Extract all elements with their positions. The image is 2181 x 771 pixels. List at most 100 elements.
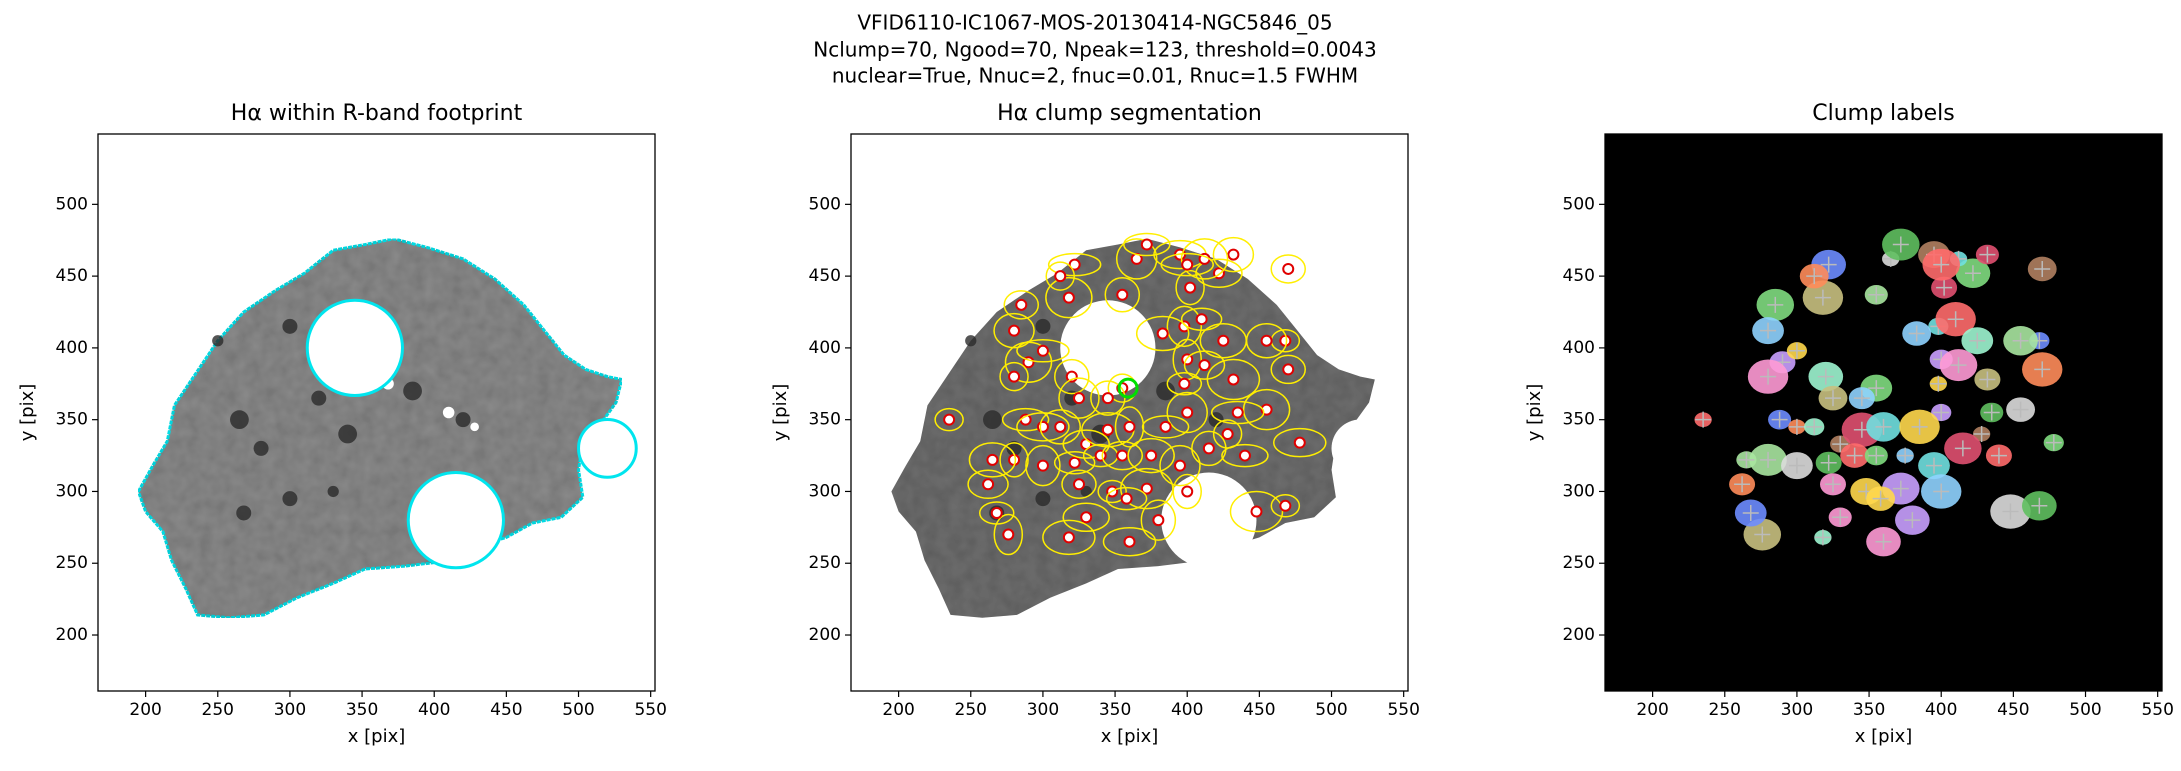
clump-contour: [1160, 252, 1214, 277]
clump-contour: [1115, 238, 1158, 280]
clump-marker: [1101, 392, 1114, 405]
y-axis-label: y [pix]: [17, 384, 38, 442]
x-tick-label: 550: [634, 700, 666, 720]
clump-contour: [1229, 490, 1284, 533]
y-axis-label: y [pix]: [770, 384, 791, 442]
mask-hole: [406, 471, 505, 570]
clump-cross: [1742, 504, 1759, 521]
clump-contour: [1105, 486, 1148, 511]
clump-marker: [1279, 334, 1292, 347]
dark-spot: [1006, 440, 1022, 456]
clump-cross: [1788, 457, 1805, 474]
x-tick-label: 350: [346, 700, 378, 720]
clump-marker: [1184, 281, 1197, 294]
y-tick-label: 450: [809, 266, 841, 286]
x-tick-label: 450: [1997, 700, 2029, 720]
clump-cross: [1760, 368, 1777, 385]
clump-cross: [1892, 236, 1909, 253]
y-tick-label: 350: [56, 410, 88, 430]
dark-spot: [1080, 485, 1092, 498]
clump-marker: [943, 413, 956, 426]
x-tick-label: 450: [490, 700, 522, 720]
clump-cross: [1904, 512, 1921, 529]
clump-contour: [1001, 407, 1050, 432]
clump-marker: [1036, 344, 1049, 357]
clump-contour: [1141, 415, 1190, 439]
clump-contour: [1054, 358, 1090, 395]
x-tick-label: 300: [1781, 700, 1813, 720]
clump-cross: [1979, 371, 1996, 388]
clump-marker: [1221, 428, 1234, 441]
clump-marker: [1015, 298, 1028, 311]
y-tick-label: 250: [1563, 553, 1595, 573]
clump-contour: [1114, 406, 1145, 448]
clump-contour: [1172, 473, 1202, 510]
clump-contour: [1206, 358, 1261, 401]
figure-title: nuclear=True, Nnuc=2, fnuc=0.01, Rnuc=1.…: [832, 64, 1358, 88]
y-tick-label: 450: [1563, 266, 1595, 286]
clump-marker: [982, 478, 995, 491]
clump-cross: [1933, 483, 1950, 500]
clump-contour: [993, 312, 1035, 349]
clump-marker: [1279, 499, 1292, 512]
clump-cross: [1868, 286, 1885, 303]
clump-cross: [1979, 246, 1996, 263]
clump-cross: [1754, 526, 1771, 543]
clump-cross: [1788, 342, 1805, 359]
clump-cross: [1973, 426, 1990, 443]
clump-cross: [1875, 533, 1892, 550]
clump-contour: [1195, 258, 1243, 288]
mask-hole: [1060, 300, 1156, 396]
clump-cross: [1990, 447, 2007, 464]
clump-marker: [1116, 288, 1129, 301]
mask-hole: [305, 298, 404, 398]
clump-cross: [1832, 509, 1849, 526]
clump-contour: [1062, 502, 1110, 533]
clump-cross: [1814, 289, 1831, 306]
clump-marker: [1217, 334, 1230, 347]
clump-contour: [1245, 322, 1288, 359]
clump-contour: [1166, 372, 1203, 396]
clump-contour: [1123, 232, 1171, 257]
axes-frame: [97, 133, 656, 692]
clump-contour: [1127, 437, 1175, 474]
x-tick-label: 250: [955, 700, 987, 720]
clump-cross: [1806, 268, 1823, 285]
mask-hole: [1331, 419, 1390, 478]
clump-cross: [2034, 260, 2051, 277]
x-tick-label: 250: [1709, 700, 1741, 720]
clump-cross: [1964, 265, 1981, 282]
clump-marker: [1145, 449, 1158, 462]
clump-marker: [1068, 456, 1081, 469]
x-tick-label: 400: [1171, 700, 1203, 720]
y-tick-label: 200: [56, 625, 88, 645]
clump-marker: [1181, 485, 1194, 498]
clump-marker: [1282, 262, 1295, 275]
clump-cross: [1806, 418, 1823, 435]
clump-contour: [968, 442, 1017, 478]
clump-marker: [1094, 449, 1107, 462]
clump-contour: [967, 469, 1009, 500]
clump-contour: [1061, 469, 1097, 500]
clump-cross: [1897, 447, 1914, 464]
clump-cross: [1936, 279, 1953, 296]
dark-spot: [282, 491, 298, 507]
clump-marker: [1068, 258, 1081, 271]
clump-cross: [1832, 436, 1849, 453]
clump-marker: [1062, 291, 1075, 304]
clump-cross: [1760, 451, 1777, 468]
clump-marker: [1260, 334, 1273, 347]
clump-contour: [1166, 391, 1208, 434]
clump-cross: [1824, 476, 1841, 493]
clump-contour: [1166, 305, 1203, 348]
x-tick-label: 550: [2141, 700, 2173, 720]
y-tick-label: 400: [56, 338, 88, 358]
image-content: [891, 232, 1390, 618]
clump-cross: [1853, 390, 1870, 407]
clump-marker: [1062, 531, 1075, 544]
clump-marker: [1008, 453, 1021, 466]
clump-marker: [1140, 482, 1153, 495]
clump-contour: [1101, 440, 1144, 471]
clump-contour: [1270, 494, 1301, 518]
